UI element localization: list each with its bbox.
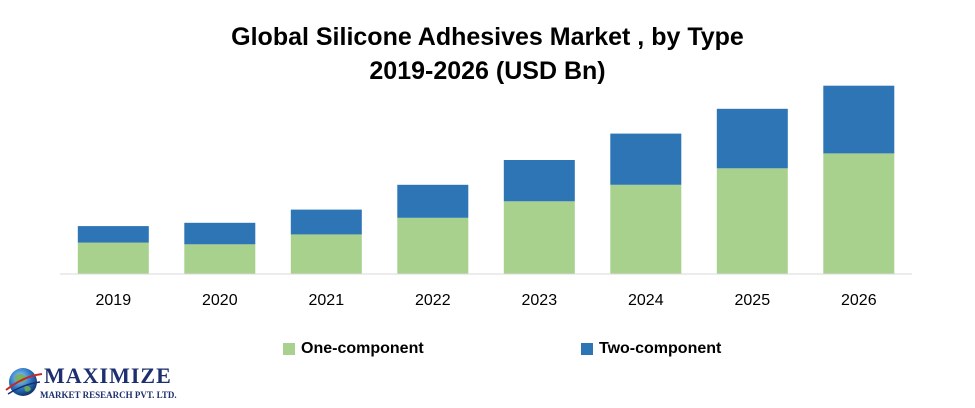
- bar-one-component-2025: [716, 168, 788, 274]
- bar-two-component-2019: [77, 226, 149, 243]
- legend-item-two-component: Two-component: [581, 338, 721, 360]
- bar-two-component-2025: [716, 108, 788, 169]
- legend-swatch-two-component: [581, 343, 593, 355]
- x-tick-label: 2020: [202, 292, 238, 309]
- x-tick-label: 2019: [96, 292, 132, 309]
- x-tick-label: 2023: [522, 292, 558, 309]
- chart-title: Global Silicone Adhesives Market , by Ty…: [231, 23, 744, 51]
- bar-one-component-2020: [184, 244, 256, 274]
- logo-wordmark: MAXIMIZE: [44, 363, 172, 388]
- legend-swatch-one-component: [283, 343, 295, 355]
- bar-two-component-2024: [610, 133, 682, 185]
- bar-two-component-2023: [503, 160, 575, 202]
- bar-layer: [77, 85, 895, 274]
- bar-two-component-2022: [397, 184, 469, 218]
- legend-label-two-component: Two-component: [599, 340, 722, 357]
- bar-one-component-2021: [290, 234, 362, 274]
- logo-subtitle: MARKET RESEARCH PVT. LTD.: [40, 390, 177, 400]
- bar-one-component-2022: [397, 217, 469, 274]
- chart-subtitle: 2019-2026 (USD Bn): [369, 57, 606, 85]
- x-tick-label: 2022: [415, 292, 451, 309]
- globe-icon: [5, 368, 43, 396]
- bar-two-component-2026: [823, 85, 895, 154]
- legend-label-one-component: One-component: [301, 340, 424, 357]
- legend-item-one-component: One-component: [283, 338, 424, 360]
- x-tick-label: 2026: [841, 292, 877, 309]
- bar-one-component-2023: [503, 201, 575, 274]
- x-tick-label: 2021: [309, 292, 345, 309]
- bar-one-component-2026: [823, 153, 895, 274]
- bar-one-component-2019: [77, 242, 149, 274]
- x-tick-label: 2025: [735, 292, 771, 309]
- x-tick-labels: 2019 2020 2021 2022 2023 2024 2025 2026: [96, 292, 877, 309]
- bar-two-component-2020: [184, 222, 256, 245]
- x-tick-label: 2024: [628, 292, 664, 309]
- company-logo: MAXIMIZE MARKET RESEARCH PVT. LTD.: [4, 360, 204, 408]
- bar-two-component-2021: [290, 209, 362, 235]
- bar-one-component-2024: [610, 184, 682, 274]
